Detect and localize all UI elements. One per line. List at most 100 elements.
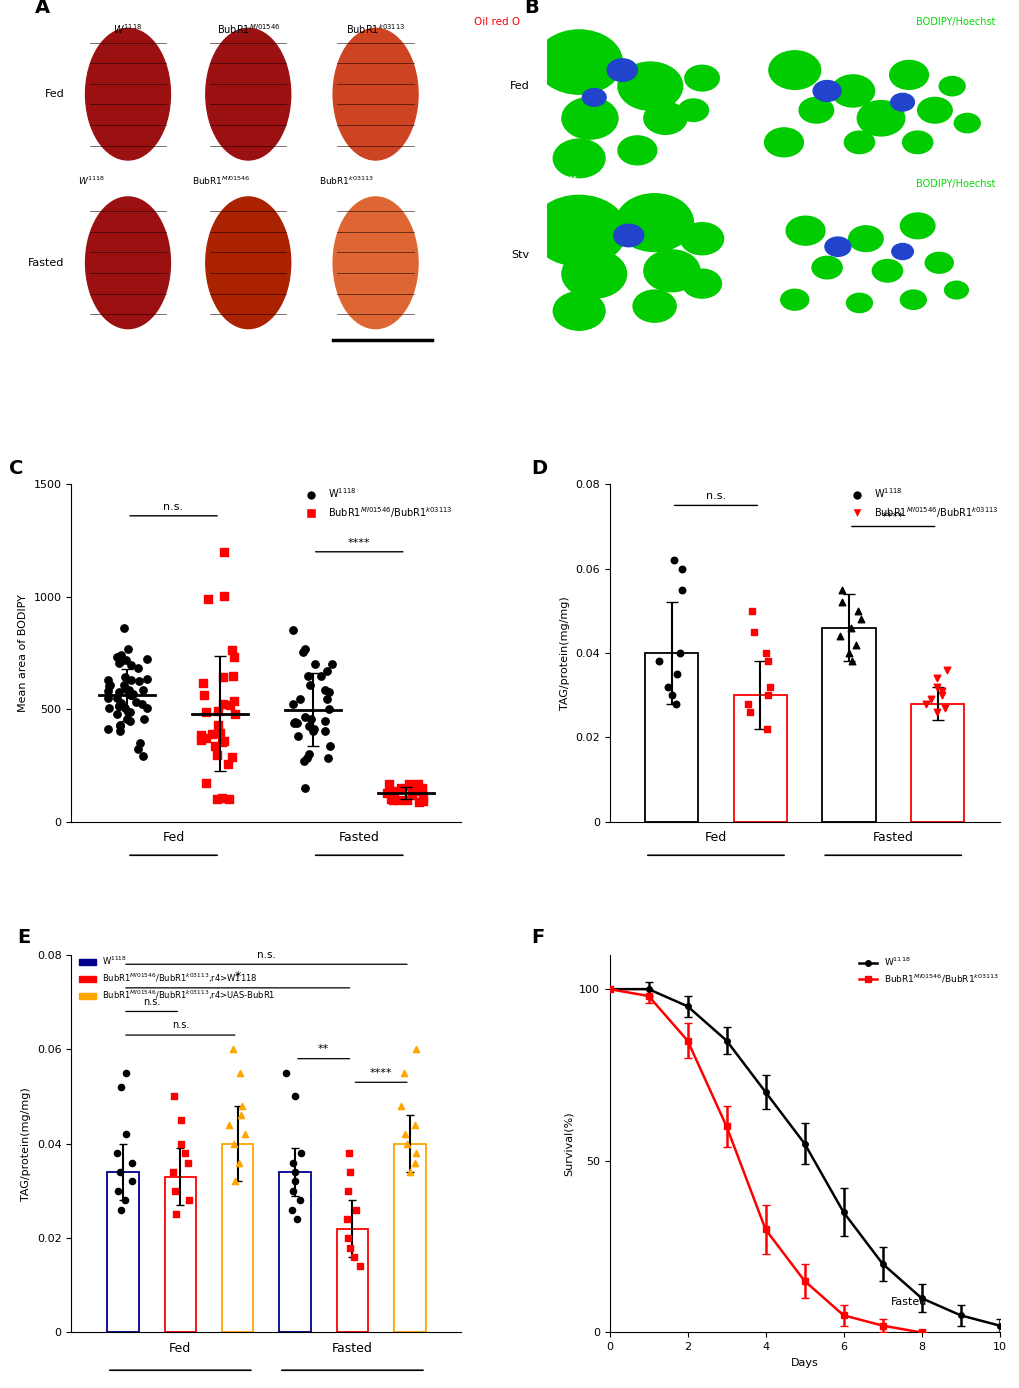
- Point: [112, 1160, 128, 1183]
- Bar: [393, 1144, 425, 1332]
- Point: [225, 645, 242, 668]
- Ellipse shape: [643, 250, 699, 291]
- Point: [111, 651, 127, 673]
- Ellipse shape: [786, 217, 824, 246]
- Point: [922, 688, 938, 711]
- Point: [166, 1180, 182, 1202]
- Point: [118, 1123, 135, 1145]
- Point: [139, 697, 155, 719]
- Point: [832, 625, 848, 647]
- Point: [286, 712, 303, 734]
- Point: [118, 708, 135, 730]
- Text: *: *: [234, 970, 240, 983]
- Text: A: A: [35, 0, 50, 17]
- Point: [203, 723, 219, 745]
- Point: [392, 1095, 409, 1117]
- Ellipse shape: [924, 253, 953, 273]
- Point: [221, 694, 237, 716]
- Point: [112, 1076, 128, 1098]
- Point: [139, 648, 155, 670]
- Point: [286, 1085, 303, 1108]
- Point: [198, 772, 214, 794]
- Point: [743, 600, 759, 622]
- Point: [216, 541, 232, 564]
- Point: [219, 752, 235, 775]
- Point: [316, 720, 332, 743]
- Point: [193, 729, 209, 751]
- Point: [223, 638, 239, 661]
- Ellipse shape: [561, 97, 618, 139]
- Point: [209, 715, 225, 737]
- Ellipse shape: [552, 291, 604, 330]
- Point: [113, 1199, 129, 1221]
- Point: [759, 684, 775, 706]
- Ellipse shape: [86, 197, 170, 329]
- Text: Fasted: Fasted: [28, 258, 64, 268]
- Point: [380, 773, 396, 795]
- Point: [100, 719, 116, 741]
- Point: [933, 680, 950, 702]
- Text: BubR1$^{MI01546}$/BubR1$^{k03113}$: BubR1$^{MI01546}$/BubR1$^{k03113}$: [772, 175, 870, 187]
- Y-axis label: Mean area of BODIPY: Mean area of BODIPY: [18, 594, 29, 712]
- Point: [313, 665, 329, 687]
- Point: [100, 687, 116, 709]
- Legend: W$^{1118}$, BubR1$^{MI01546}$/BubR1$^{k03113}$: W$^{1118}$, BubR1$^{MI01546}$/BubR1$^{k0…: [297, 483, 457, 523]
- Point: [180, 1152, 197, 1174]
- Point: [123, 1152, 140, 1174]
- Text: ****: ****: [347, 539, 370, 548]
- Point: [917, 693, 933, 715]
- Point: [665, 550, 682, 572]
- Point: [390, 788, 407, 811]
- Point: [123, 654, 140, 676]
- Y-axis label: Survival(%): Survival(%): [562, 1112, 573, 1176]
- Point: [403, 775, 419, 797]
- Point: [352, 1255, 368, 1277]
- Point: [119, 701, 136, 723]
- Point: [122, 711, 139, 733]
- Point: [320, 698, 336, 720]
- Ellipse shape: [768, 51, 820, 89]
- Text: Fasted: Fasted: [890, 1296, 926, 1307]
- Point: [109, 687, 125, 709]
- Ellipse shape: [891, 243, 912, 260]
- Bar: [821, 627, 874, 822]
- Point: [407, 1152, 423, 1174]
- Point: [927, 668, 944, 690]
- Point: [672, 641, 688, 663]
- Text: BubR1$^{k03113}$: BubR1$^{k03113}$: [345, 22, 405, 36]
- Point: [316, 679, 332, 701]
- Point: [288, 1208, 305, 1230]
- Point: [297, 706, 313, 729]
- Point: [230, 1152, 247, 1174]
- Ellipse shape: [618, 62, 682, 110]
- Bar: [336, 1228, 368, 1332]
- Point: [386, 780, 403, 802]
- Point: [659, 676, 676, 698]
- Point: [165, 1085, 181, 1108]
- Point: [209, 744, 225, 766]
- Point: [407, 780, 423, 802]
- Ellipse shape: [618, 136, 656, 165]
- Ellipse shape: [812, 81, 841, 101]
- Point: [319, 688, 335, 711]
- Text: $W^{1118}$: $W^{1118}$: [78, 175, 106, 187]
- Point: [289, 712, 306, 734]
- Point: [135, 744, 151, 766]
- Point: [834, 591, 850, 613]
- Point: [224, 1038, 240, 1060]
- Point: [177, 1142, 194, 1165]
- Point: [117, 666, 133, 688]
- Point: [844, 650, 860, 672]
- Point: [404, 784, 420, 806]
- Point: [287, 1160, 304, 1183]
- Ellipse shape: [954, 114, 979, 133]
- Point: [118, 648, 135, 670]
- Text: $W^{1118}$: $W^{1118}$: [113, 22, 143, 36]
- Ellipse shape: [902, 130, 931, 154]
- Point: [236, 1123, 253, 1145]
- Point: [121, 701, 138, 723]
- Ellipse shape: [890, 93, 914, 111]
- Text: ****: ****: [881, 512, 904, 522]
- Bar: [733, 695, 786, 822]
- Point: [850, 600, 866, 622]
